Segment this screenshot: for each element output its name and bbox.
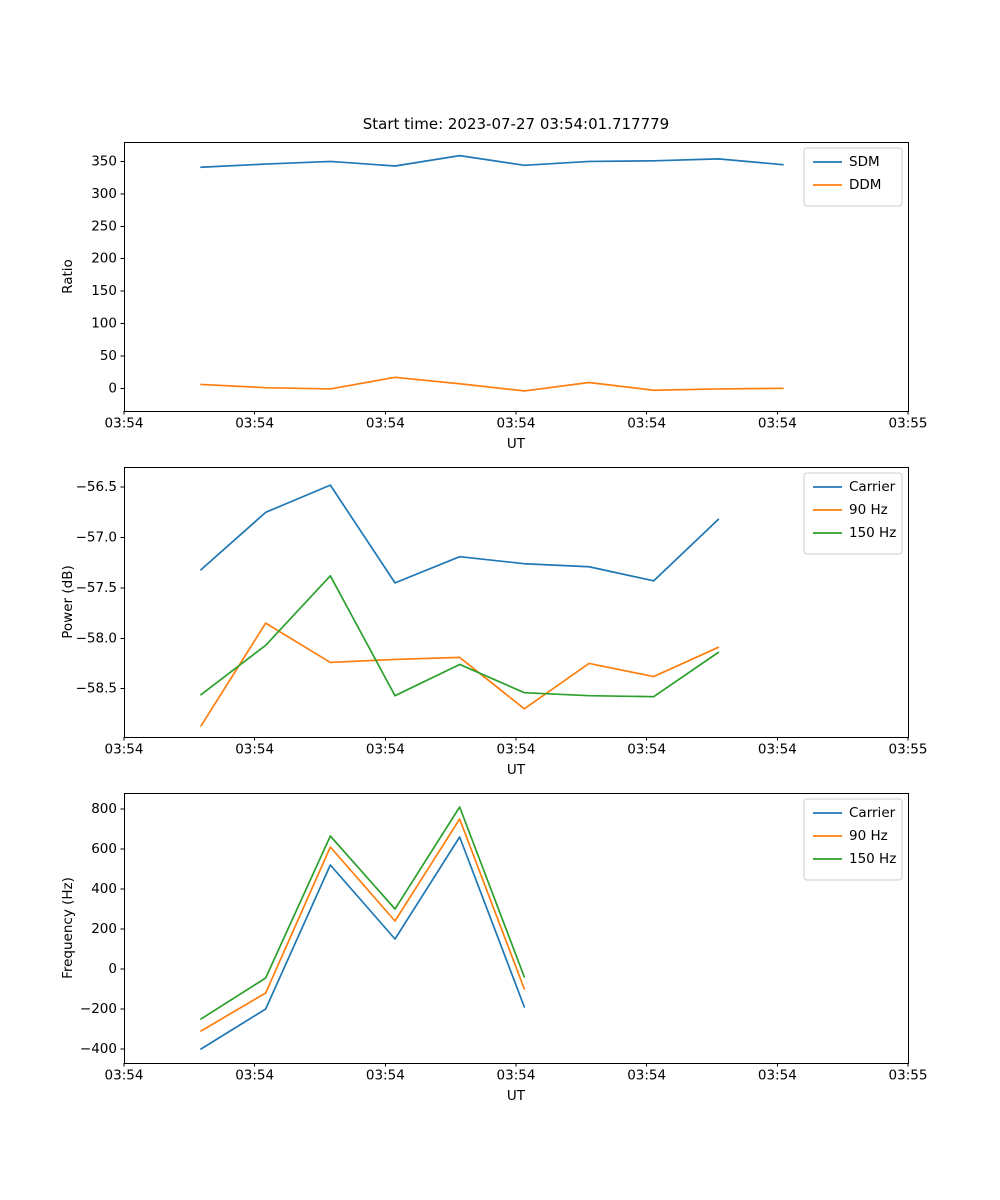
x-axis-label: UT	[507, 762, 526, 778]
x-tick-label: 03:54	[497, 1068, 536, 1084]
x-tick-label: 03:54	[366, 742, 405, 758]
x-tick-label: 03:54	[758, 416, 797, 432]
series-line-ddm	[200, 376, 784, 392]
y-tick-label: 200	[91, 921, 117, 937]
series-line-150-hz	[200, 574, 720, 698]
x-tick-label: 03:54	[105, 1068, 144, 1084]
y-tick-label: 600	[91, 841, 117, 857]
x-tick-label: 03:54	[758, 1068, 797, 1084]
x-tick-label: 03:55	[889, 742, 928, 758]
y-tick-label: 400	[91, 881, 117, 897]
legend-label-carrier: Carrier	[849, 805, 896, 821]
ratio-panel: 0 50 100 150 200 250 300 350 03:54 03:54 03:54 03:5…	[60, 142, 928, 452]
series-line-sdm	[200, 154, 784, 169]
y-tick-label: −58.5	[76, 681, 117, 697]
x-tick-label: 03:55	[889, 1068, 928, 1084]
y-tick-label: 100	[91, 315, 117, 331]
x-tick-label: 03:54	[758, 742, 797, 758]
y-tick-label: 0	[108, 380, 117, 396]
y-tick-label: 300	[91, 186, 117, 202]
legend-label-150-hz: 150 Hz	[849, 525, 896, 541]
series-line-150-hz	[200, 806, 526, 1020]
x-tick-label: 03:54	[366, 1068, 405, 1084]
y-tick-label: 800	[91, 801, 117, 817]
y-tick-label: 50	[100, 348, 117, 364]
x-tick-label: 03:54	[627, 416, 666, 432]
axes-frame	[124, 467, 909, 738]
x-tick-label: 03:54	[497, 416, 536, 432]
series-line-carrier	[200, 484, 720, 584]
x-tick-label: 03:54	[366, 416, 405, 432]
power-panel: −56.5 −57.0 −57.5 −58.0 −58.5 03:54 03:54 03:54…	[60, 467, 928, 778]
legend-label-carrier: Carrier	[849, 479, 896, 495]
y-tick-label: 250	[91, 218, 117, 234]
y-tick-label: −57.0	[76, 530, 117, 546]
legend-label-150-hz: 150 Hz	[849, 851, 896, 867]
series-line-carrier	[200, 836, 526, 1050]
y-tick-label: −58.0	[76, 630, 117, 646]
x-tick-label: 03:54	[627, 742, 666, 758]
legend-label-90-hz: 90 Hz	[849, 828, 888, 844]
x-tick-label: 03:54	[105, 416, 144, 432]
y-axis-label: Power (dB)	[60, 565, 76, 638]
axes-frame	[124, 142, 909, 412]
y-axis-label: Frequency (Hz)	[60, 877, 76, 979]
x-tick-label: 03:54	[235, 742, 274, 758]
series-line-90-hz	[200, 818, 526, 1032]
y-tick-label: 0	[108, 961, 117, 977]
series-line-90-hz	[200, 622, 720, 727]
y-tick-label: −57.5	[76, 580, 117, 596]
x-axis-label: UT	[507, 436, 526, 452]
y-tick-label: −200	[80, 1001, 117, 1017]
y-tick-label: −400	[80, 1041, 117, 1057]
legend-label-90-hz: 90 Hz	[849, 502, 888, 518]
legend-label-ddm: DDM	[849, 177, 881, 193]
x-axis-label: UT	[507, 1088, 526, 1104]
y-tick-label: 350	[91, 153, 117, 169]
x-tick-label: 03:54	[105, 742, 144, 758]
x-tick-label: 03:54	[497, 742, 536, 758]
y-axis-label: Ratio	[60, 259, 76, 294]
x-tick-label: 03:54	[627, 1068, 666, 1084]
x-tick-label: 03:54	[235, 416, 274, 432]
legend-label-sdm: SDM	[849, 154, 880, 170]
y-tick-label: 200	[91, 251, 117, 267]
y-tick-label: 150	[91, 283, 117, 299]
figure-title: Start time: 2023-07-27 03:54:01.717779	[363, 115, 669, 133]
y-tick-label: −56.5	[76, 479, 117, 495]
x-tick-label: 03:54	[235, 1068, 274, 1084]
frequency-panel: −400 −200 0 200 400 600 800 03:54 03:54 03:54 03:5…	[60, 793, 928, 1104]
x-tick-label: 03:55	[889, 416, 928, 432]
